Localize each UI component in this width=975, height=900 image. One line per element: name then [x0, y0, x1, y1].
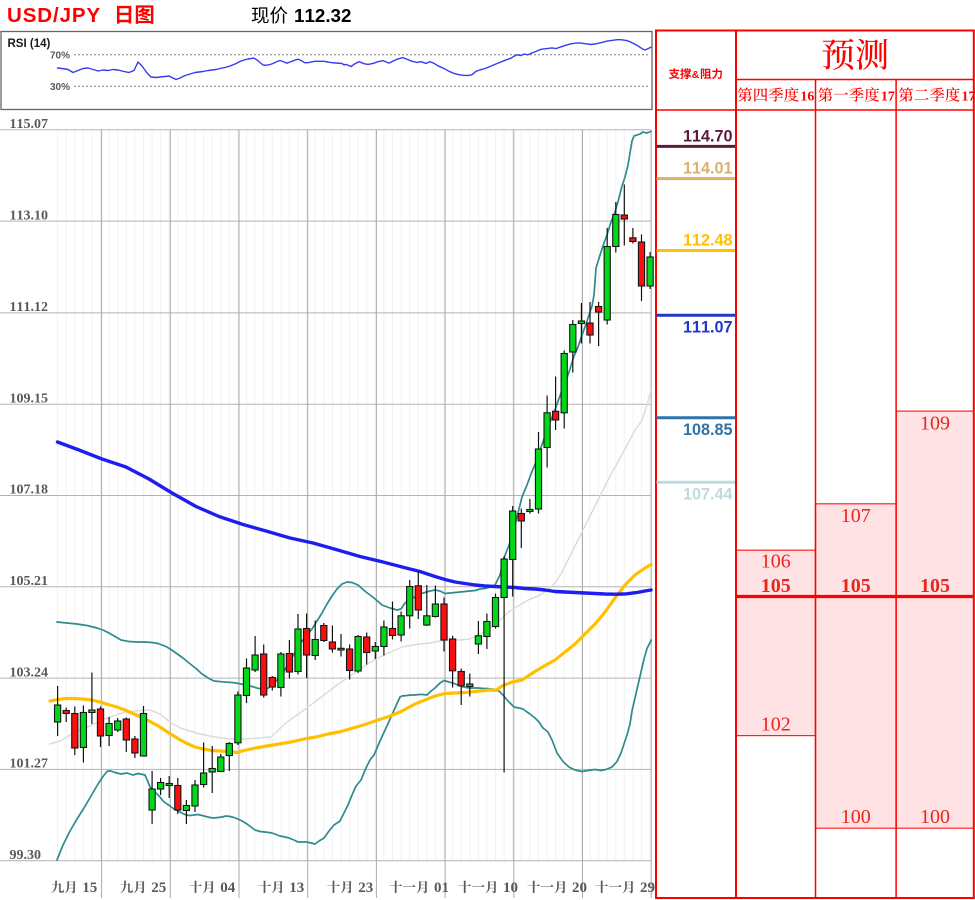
svg-text:108.85: 108.85 [683, 421, 733, 439]
svg-text:103.24: 103.24 [10, 665, 49, 680]
svg-text:112.32: 112.32 [294, 5, 351, 26]
svg-text:RSI (14): RSI (14) [8, 38, 51, 50]
svg-text:23: 23 [358, 880, 373, 896]
svg-text:25: 25 [151, 880, 166, 896]
svg-text:106: 106 [761, 551, 791, 573]
svg-text:113.10: 113.10 [10, 208, 49, 223]
svg-text:29: 29 [640, 880, 655, 896]
svg-text:99.30: 99.30 [10, 848, 42, 863]
svg-text:105: 105 [761, 575, 791, 597]
svg-text:10: 10 [503, 880, 518, 896]
svg-text:112.48: 112.48 [683, 232, 733, 250]
svg-text:USD/JPY: USD/JPY [7, 4, 101, 27]
svg-text:105.21: 105.21 [10, 574, 49, 589]
svg-text:15: 15 [82, 880, 97, 896]
svg-text:101.27: 101.27 [10, 757, 49, 772]
svg-text:109.15: 109.15 [10, 391, 49, 406]
svg-text:109: 109 [920, 413, 950, 435]
svg-text:17: 17 [881, 90, 895, 105]
svg-text:115.07: 115.07 [10, 117, 49, 132]
svg-text:111.12: 111.12 [10, 300, 49, 315]
svg-text:107.18: 107.18 [10, 483, 49, 498]
svg-text:20: 20 [572, 880, 587, 896]
svg-text:01: 01 [434, 880, 449, 896]
svg-text:114.70: 114.70 [683, 127, 733, 145]
svg-text:16: 16 [800, 90, 814, 105]
svg-text:105: 105 [920, 575, 950, 597]
svg-text:107: 107 [841, 505, 871, 527]
svg-text:&: & [692, 69, 700, 81]
svg-text:107.44: 107.44 [683, 485, 733, 503]
svg-text:100: 100 [920, 806, 950, 828]
svg-text:105: 105 [841, 575, 871, 597]
svg-text:13: 13 [289, 880, 304, 896]
svg-text:70%: 70% [50, 50, 70, 61]
svg-text:17: 17 [962, 90, 975, 105]
svg-text:04: 04 [220, 880, 236, 896]
svg-text:30%: 30% [50, 82, 70, 93]
svg-text:100: 100 [841, 806, 871, 828]
svg-text:102: 102 [761, 714, 791, 736]
svg-text:114.01: 114.01 [683, 160, 733, 178]
svg-text:111.07: 111.07 [683, 318, 733, 336]
